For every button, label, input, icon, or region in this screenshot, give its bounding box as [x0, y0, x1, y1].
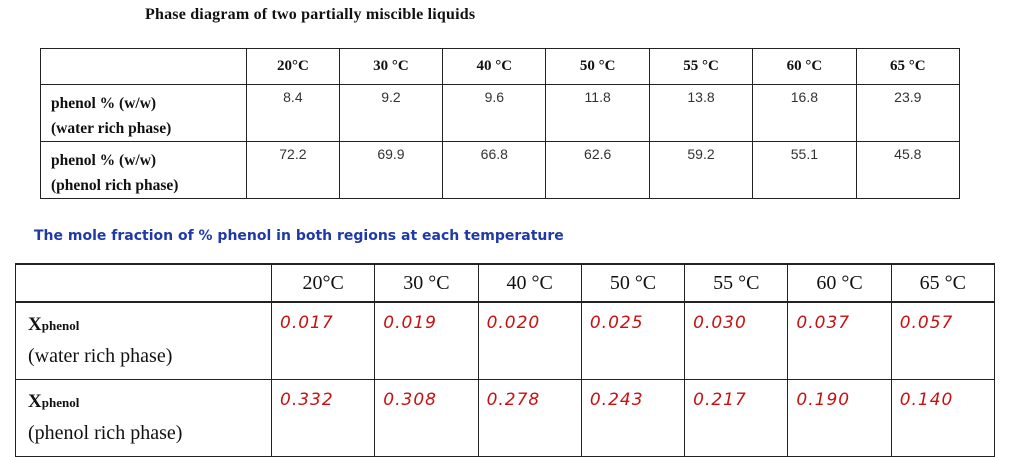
table-cell: 0.019	[374, 301, 479, 380]
table-cell: 69.9	[338, 141, 444, 199]
column-header: 65 °C	[890, 263, 996, 303]
row-label-line1: phenol % (w/w)	[51, 95, 157, 112]
table-header-row: 20°C 30 °C 40 °C 50 °C 55 °C 60 °C 65 °C	[15, 263, 996, 303]
section-subtitle: The mole fraction of % phenol in both re…	[34, 228, 564, 244]
table-cell: 11.8	[545, 84, 650, 142]
table-cell: 62.6	[545, 141, 650, 199]
table-cell: 0.190	[787, 379, 892, 457]
table-header-row: 20°C 30 °C 40 °C 50 °C 55 °C 60 °C 65 °C	[40, 48, 961, 85]
column-header: 20°C	[270, 263, 376, 303]
corner-cell	[40, 48, 247, 85]
mole-fraction-table: 20°C 30 °C 40 °C 50 °C 55 °C 60 °C 65 °C…	[15, 263, 996, 457]
row-label-line2: (water rich phase)	[28, 345, 173, 367]
table-row: Xphenol (water rich phase) 0.017 0.019 0…	[15, 301, 996, 380]
mole-fraction-subscript: phenol	[41, 318, 80, 333]
table-row: phenol % (w/w) (water rich phase) 8.4 9.…	[40, 84, 961, 142]
row-label-line1: phenol % (w/w)	[51, 152, 157, 169]
table-cell: 66.8	[442, 141, 547, 199]
table-cell: 0.025	[580, 301, 686, 380]
row-label-line2: (phenol rich phase)	[28, 422, 183, 444]
page-title: Phase diagram of two partially miscible …	[145, 6, 476, 23]
table-cell: 9.6	[442, 84, 547, 142]
table-cell: 0.030	[684, 301, 789, 380]
column-header: 55 °C	[648, 48, 754, 85]
table-cell: 16.8	[752, 84, 857, 142]
mole-fraction-subscript: phenol	[41, 395, 80, 410]
column-header: 30 °C	[374, 263, 479, 303]
table-cell: 55.1	[752, 141, 857, 199]
column-header: 60 °C	[787, 263, 892, 303]
table-cell: 0.140	[890, 379, 996, 457]
table-cell: 0.332	[270, 379, 376, 457]
row-label: phenol % (w/w) (water rich phase)	[40, 84, 247, 142]
table-cell: 0.278	[477, 379, 582, 457]
column-header: 50 °C	[580, 263, 686, 303]
table-cell: 13.8	[648, 84, 754, 142]
row-label-line2: (phenol rich phase)	[51, 177, 179, 194]
column-header: 40 °C	[477, 263, 582, 303]
table-row: Xphenol (phenol rich phase) 0.332 0.308 …	[15, 379, 996, 457]
table-cell: 0.308	[374, 379, 479, 457]
column-header: 60 °C	[752, 48, 857, 85]
table-cell: 45.8	[855, 141, 961, 199]
corner-cell	[15, 263, 272, 303]
column-header: 40 °C	[442, 48, 547, 85]
table-row: phenol % (w/w) (phenol rich phase) 72.2 …	[40, 141, 961, 199]
row-label: phenol % (w/w) (phenol rich phase)	[40, 141, 247, 199]
column-header: 50 °C	[545, 48, 650, 85]
column-header: 65 °C	[855, 48, 961, 85]
table-cell: 72.2	[246, 141, 340, 199]
weight-percent-table: 20°C 30 °C 40 °C 50 °C 55 °C 60 °C 65 °C…	[40, 48, 961, 199]
mole-fraction-symbol: X	[28, 314, 42, 335]
table-cell: 59.2	[648, 141, 754, 199]
table-cell: 0.037	[787, 301, 892, 380]
column-header: 20°C	[246, 48, 340, 85]
table-cell: 0.243	[580, 379, 686, 457]
table-cell: 0.017	[270, 301, 376, 380]
row-label: Xphenol (phenol rich phase)	[15, 379, 272, 457]
column-header: 30 °C	[338, 48, 444, 85]
column-header: 55 °C	[684, 263, 789, 303]
table-cell: 8.4	[246, 84, 340, 142]
table-cell: 0.020	[477, 301, 582, 380]
row-label: Xphenol (water rich phase)	[15, 301, 272, 380]
table-cell: 23.9	[855, 84, 961, 142]
table-cell: 9.2	[338, 84, 444, 142]
row-label-line2: (water rich phase)	[51, 120, 172, 137]
table-cell: 0.217	[684, 379, 789, 457]
mole-fraction-symbol: X	[28, 391, 42, 412]
table-cell: 0.057	[890, 301, 996, 380]
